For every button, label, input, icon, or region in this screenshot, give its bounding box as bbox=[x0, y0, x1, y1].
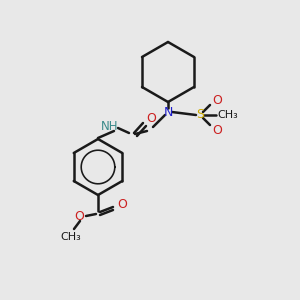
Text: N: N bbox=[163, 106, 173, 118]
Text: O: O bbox=[146, 112, 156, 124]
Text: CH₃: CH₃ bbox=[61, 232, 81, 242]
Text: CH₃: CH₃ bbox=[218, 110, 239, 120]
Text: O: O bbox=[117, 199, 127, 212]
Text: NH: NH bbox=[101, 121, 119, 134]
Text: O: O bbox=[74, 211, 84, 224]
Text: O: O bbox=[212, 124, 222, 136]
Text: O: O bbox=[212, 94, 222, 106]
Text: S: S bbox=[196, 109, 204, 122]
